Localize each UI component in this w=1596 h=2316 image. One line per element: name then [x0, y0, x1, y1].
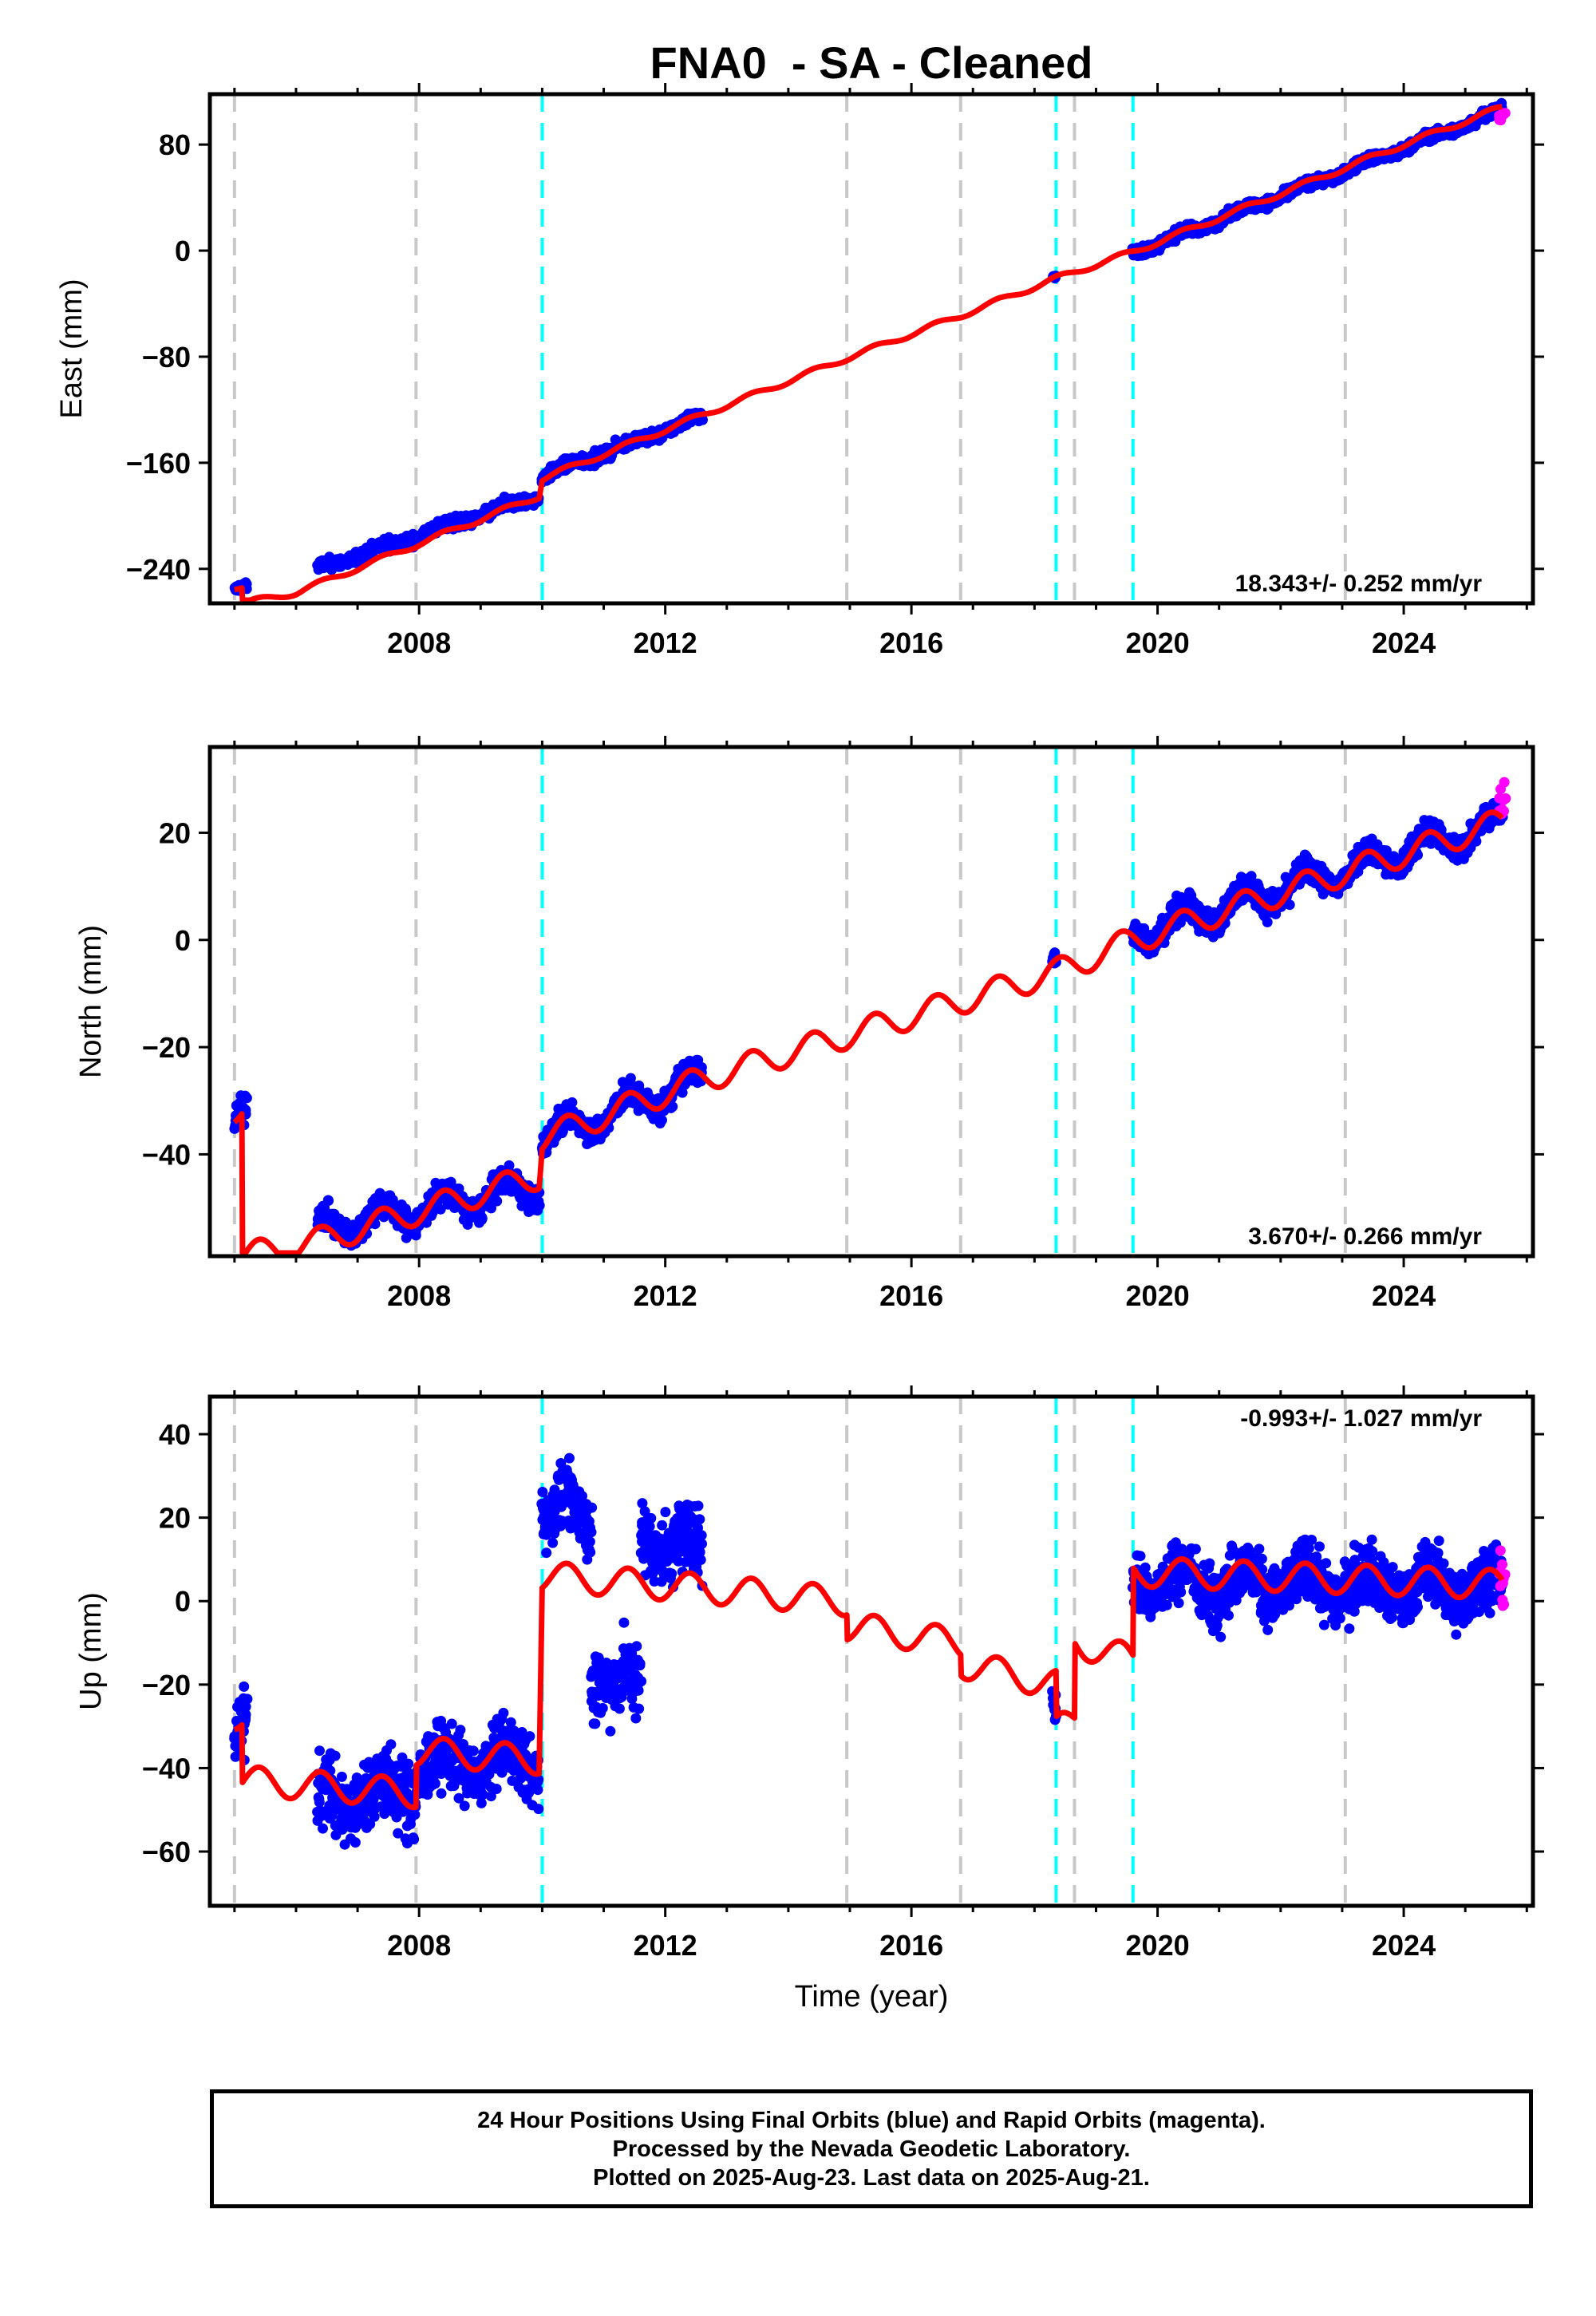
final-orbit-point: [459, 1800, 470, 1812]
final-orbit-point: [336, 1771, 347, 1782]
final-orbit-point: [330, 1750, 341, 1761]
x-tick-label: 2016: [879, 1279, 943, 1312]
final-orbit-point: [314, 1796, 325, 1808]
y-axis-label-east: East (mm): [55, 279, 89, 418]
final-orbit-point: [314, 1745, 325, 1757]
final-orbit-point: [241, 1093, 252, 1104]
figure-title: FNA0 - SA - Cleaned: [650, 38, 1093, 88]
y-tick-label: 0: [175, 924, 191, 957]
final-orbit-point: [446, 1718, 457, 1729]
final-orbit-point: [429, 1778, 440, 1789]
rapid-orbit-point: [1499, 777, 1510, 788]
x-tick-label: 2024: [1372, 626, 1436, 659]
final-orbit-point: [468, 1745, 479, 1757]
event-lines-east: [232, 94, 1347, 603]
final-orbit-point: [455, 1725, 466, 1736]
y-tick-label: −20: [142, 1031, 191, 1064]
x-tick-label: 2016: [879, 626, 943, 659]
plot-frame-north: [207, 745, 1535, 1259]
x-tick-label: 2012: [634, 626, 697, 659]
x-tick-label: 2008: [387, 626, 451, 659]
x-tick-label: 2020: [1126, 626, 1190, 659]
final-orbit-point: [491, 1784, 502, 1794]
final-orbit-point: [436, 1788, 447, 1799]
rapid-orbit-point: [1500, 793, 1511, 804]
final-orbit-point: [239, 1681, 250, 1692]
y-tick-label: 20: [159, 816, 191, 849]
rate-annotation-north: 3.670+/- 0.266 mm/yr: [1248, 1223, 1482, 1250]
final-orbit-point: [1262, 917, 1273, 927]
final-orbit-point: [532, 1784, 543, 1796]
final-orbit-point: [350, 1837, 361, 1848]
y-tick-label: 80: [159, 128, 191, 161]
final-orbit-point: [476, 1213, 488, 1224]
y-tick-label: −240: [126, 553, 191, 586]
final-orbit-point: [657, 1115, 667, 1126]
final-orbit-point: [504, 1160, 515, 1171]
panel-east: 2008 2012 2016 2020 2024 −240 −160 −80 0 80 East …: [55, 83, 1544, 659]
y-axis-label-north: North (mm): [74, 925, 108, 1078]
y-tick-label: 0: [175, 235, 191, 267]
x-tick-label: 2020: [1126, 1279, 1190, 1312]
x-tick-label: 2008: [387, 1279, 451, 1312]
final-orbit-point: [498, 1707, 509, 1718]
rate-annotation-east: 18.343+/- 0.252 mm/yr: [1235, 571, 1483, 597]
panel-north: 2008 2012 2016 2020 2024 −40 −20 0 20 North (mm)…: [74, 736, 1544, 1312]
y-tick-label: −160: [126, 447, 191, 480]
final-orbit-point: [492, 1196, 503, 1207]
data-points-up: [229, 1452, 1511, 1850]
final-orbit-point: [403, 1758, 414, 1769]
final-orbit-point: [318, 1823, 328, 1834]
final-orbit-point: [409, 1834, 420, 1845]
event-lines-north: [232, 747, 1347, 1256]
final-orbit-point: [322, 1195, 334, 1206]
x-tick-label: 2012: [634, 1279, 697, 1312]
final-orbit-point: [524, 1731, 535, 1742]
final-orbit-point: [533, 1804, 544, 1815]
final-orbit-point: [534, 1200, 545, 1211]
y-tick-label: −40: [142, 1138, 191, 1171]
y-tick-label: −80: [142, 341, 191, 373]
x-tick-label: 2024: [1372, 1279, 1436, 1312]
final-orbit-point: [385, 1739, 397, 1750]
final-orbit-point: [242, 1694, 253, 1705]
